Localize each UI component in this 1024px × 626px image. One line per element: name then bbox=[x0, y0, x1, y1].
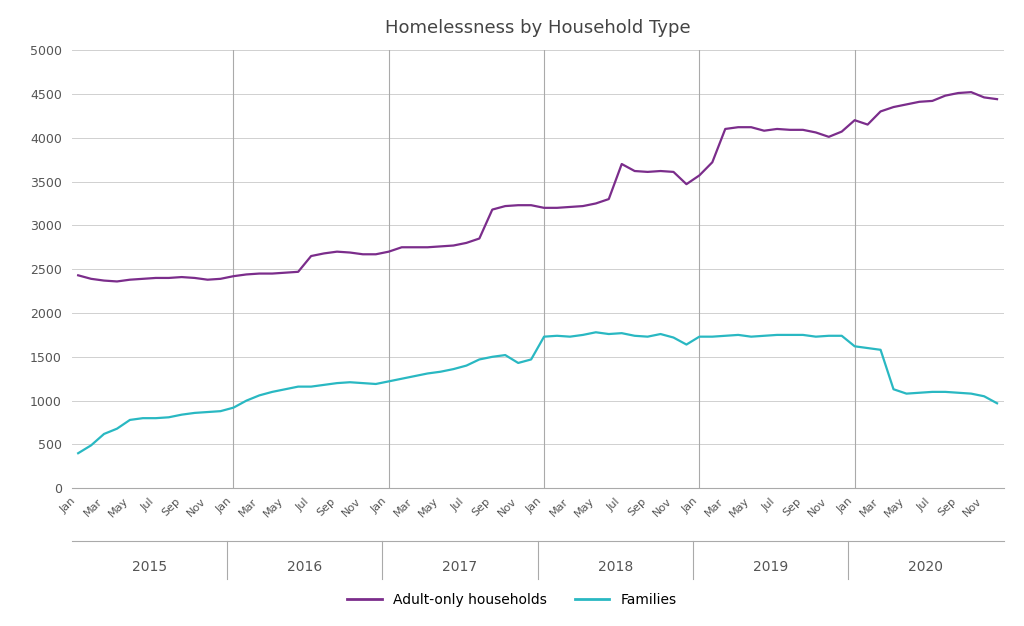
Families bbox=[383, 377, 395, 385]
Families bbox=[292, 383, 304, 391]
Title: Homelessness by Household Type: Homelessness by Household Type bbox=[385, 19, 690, 38]
Text: 2019: 2019 bbox=[753, 560, 788, 573]
Adult-only households bbox=[668, 168, 680, 176]
Adult-only households bbox=[395, 244, 408, 251]
Adult-only households bbox=[991, 95, 1004, 103]
Text: 2016: 2016 bbox=[287, 560, 323, 573]
Families bbox=[590, 329, 602, 336]
Families bbox=[707, 333, 719, 341]
Line: Families: Families bbox=[78, 332, 997, 453]
Text: 2015: 2015 bbox=[132, 560, 167, 573]
Line: Adult-only households: Adult-only households bbox=[78, 92, 997, 282]
Families bbox=[668, 334, 680, 341]
Text: 2018: 2018 bbox=[598, 560, 633, 573]
Families bbox=[72, 449, 84, 457]
Adult-only households bbox=[707, 158, 719, 166]
Adult-only households bbox=[926, 97, 938, 105]
Text: 2020: 2020 bbox=[908, 560, 943, 573]
Adult-only households bbox=[72, 272, 84, 279]
Adult-only households bbox=[111, 278, 123, 285]
Families bbox=[202, 408, 214, 416]
Families bbox=[603, 331, 615, 338]
Adult-only households bbox=[603, 195, 615, 203]
Families bbox=[991, 399, 1004, 407]
Adult-only households bbox=[965, 88, 977, 96]
Adult-only households bbox=[214, 275, 226, 282]
Text: 2017: 2017 bbox=[442, 560, 477, 573]
Legend: Adult-only households, Families: Adult-only households, Families bbox=[342, 588, 682, 613]
